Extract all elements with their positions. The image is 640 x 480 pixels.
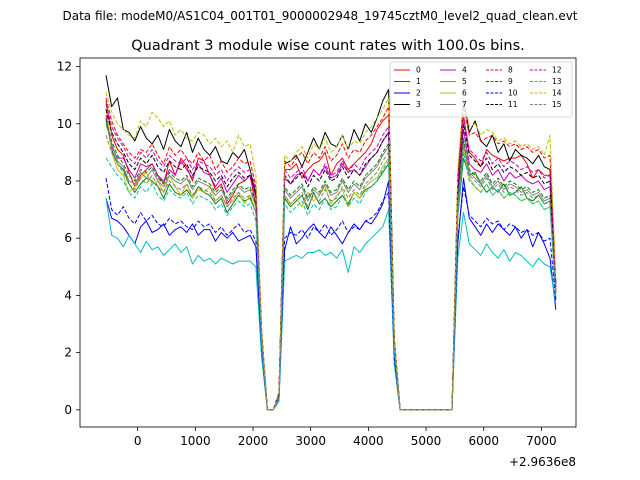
y-tick-label: 10 [57,117,72,131]
legend-label-5: 5 [462,77,467,86]
chart-title: Quadrant 3 module wise count rates with … [131,38,525,54]
y-tick-label: 8 [64,174,72,188]
axes-background [80,58,576,427]
legend-label-7: 7 [462,100,467,109]
series-line-15 [105,135,557,411]
series-line-14 [105,92,557,411]
x-axis-offset-label: +2.9636e8 [509,455,576,469]
x-tick-label: 1000 [180,434,211,448]
series-line-5 [105,198,557,411]
series-line-0 [105,100,557,411]
figure-suptitle: Data file: modeM0/AS1C04_001T01_90000029… [62,9,577,23]
series-line-12 [105,103,557,411]
legend-label-6: 6 [462,89,467,98]
series-line-9 [105,120,557,411]
x-tick-label: 4000 [353,434,384,448]
y-tick-label: 2 [64,346,72,360]
legend-frame [389,61,573,118]
x-tick-label: 3000 [295,434,326,448]
series-layer [105,75,557,411]
series-line-4 [105,115,557,411]
legend-label-2: 2 [416,89,421,98]
legend-label-13: 13 [552,77,562,86]
series-line-2 [105,177,557,411]
series-line-11 [105,109,557,411]
x-tick-label: 6000 [468,434,499,448]
y-tick-label: 6 [64,231,72,245]
x-tick-label: 5000 [411,434,442,448]
series-line-13 [105,151,557,411]
y-axis: 0 2 4 6 8 10 12 [57,60,80,417]
series-line-8 [105,97,557,411]
y-tick-label: 0 [64,403,72,417]
legend-label-3: 3 [416,100,421,109]
legend-label-8: 8 [508,66,513,75]
legend-label-0: 0 [416,66,421,75]
x-tick-label: 7000 [526,434,557,448]
legend-label-11: 11 [508,100,518,109]
series-line-7 [105,123,557,411]
x-tick-label: 0 [134,434,142,448]
legend-label-4: 4 [462,66,467,75]
legend-label-10: 10 [508,89,518,98]
legend-label-15: 15 [552,100,562,109]
y-tick-label: 12 [57,60,72,74]
x-tick-label: 2000 [238,434,269,448]
legend-label-1: 1 [416,77,421,86]
y-tick-label: 4 [64,288,72,302]
x-axis: 0 1000 2000 3000 4000 5000 6000 7000 [134,427,557,448]
legend-label-12: 12 [552,66,562,75]
legend-label-9: 9 [508,77,513,86]
legend-label-14: 14 [552,89,562,98]
plot-area [79,57,577,428]
axes-frame [79,57,577,428]
series-line-10 [105,178,557,411]
